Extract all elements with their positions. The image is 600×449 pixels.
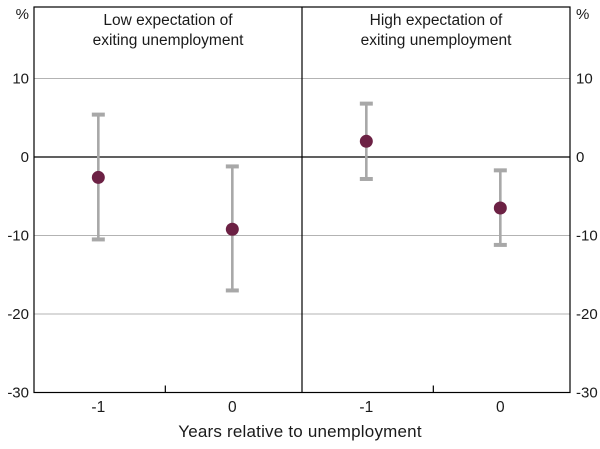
data-point: [493, 201, 507, 215]
y-tick-label-left: -20: [7, 306, 29, 323]
percent-label-left: %: [16, 6, 29, 23]
y-tick-label-right: -20: [576, 306, 598, 323]
percent-label-right: %: [576, 6, 589, 23]
y-tick-label-right: 0: [576, 149, 584, 166]
y-tick-label-left: -10: [7, 228, 29, 245]
x-tick-label: -1: [91, 399, 105, 416]
x-axis-title: Years relative to unemployment: [178, 422, 422, 441]
data-point: [359, 134, 373, 148]
y-tick-label-right: 10: [576, 71, 593, 88]
y-tick-label-right: -30: [576, 385, 598, 402]
y-tick-label-left: 0: [21, 149, 29, 166]
y-tick-label-left: 10: [12, 71, 29, 88]
panel-title: High expectation of: [370, 12, 503, 29]
x-tick-label: 0: [496, 399, 505, 416]
y-tick-label-left: -30: [7, 385, 29, 402]
x-tick-label: -1: [359, 399, 373, 416]
data-point: [225, 222, 239, 236]
panel-title: exiting unemployment: [361, 32, 512, 49]
panel-title: Low expectation of: [103, 12, 233, 29]
panel-title: exiting unemployment: [93, 32, 244, 49]
y-tick-label-right: -10: [576, 228, 598, 245]
data-point: [91, 170, 105, 184]
x-tick-label: 0: [228, 399, 237, 416]
